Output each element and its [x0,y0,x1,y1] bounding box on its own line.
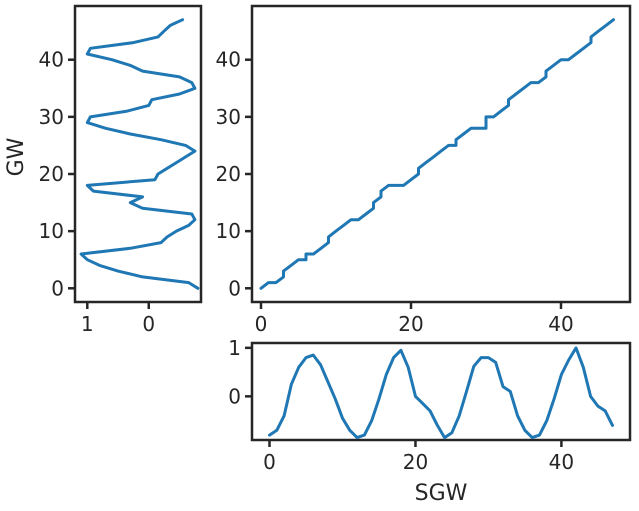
left-y-tick-label: 10 [39,219,64,243]
warp-path-panel: 0 20 40 0 10 20 30 40 [216,4,632,336]
left-x-tick-label: 1 [81,312,94,336]
main-x-tick-label: 40 [548,312,573,336]
bottom-x-tick-label: 20 [403,450,428,474]
main-x-tick-label: 0 [255,312,268,336]
reference-panel-frame [73,4,203,304]
reference-series-line [79,18,200,290]
query-series-panel: 0 20 40 1 0 SGW [228,336,632,506]
bottom-x-tick-label: 40 [549,450,574,474]
warp-path-line [259,18,615,290]
query-panel-frame [250,341,632,442]
left-y-tick-label: 40 [39,48,64,72]
x-axis-label: SGW [415,481,468,506]
left-y-tick-label: 0 [51,276,64,300]
bottom-x-tick-label: 0 [263,450,276,474]
bottom-y-tick-label: 0 [228,384,241,408]
main-y-tick-label: 30 [216,105,241,129]
left-y-tick-label: 30 [39,105,64,129]
left-y-tick-label: 20 [39,162,64,186]
main-x-tick-label: 20 [398,312,423,336]
y-axis-label: GW [4,137,29,176]
main-y-tick-label: 40 [216,48,241,72]
left-x-tick-label: 0 [142,312,155,336]
bottom-y-tick-label: 1 [228,336,241,360]
main-y-tick-label: 10 [216,219,241,243]
query-series-line [268,346,614,440]
main-y-tick-label: 20 [216,162,241,186]
warp-panel-frame [250,4,632,304]
main-y-tick-label: 0 [228,276,241,300]
